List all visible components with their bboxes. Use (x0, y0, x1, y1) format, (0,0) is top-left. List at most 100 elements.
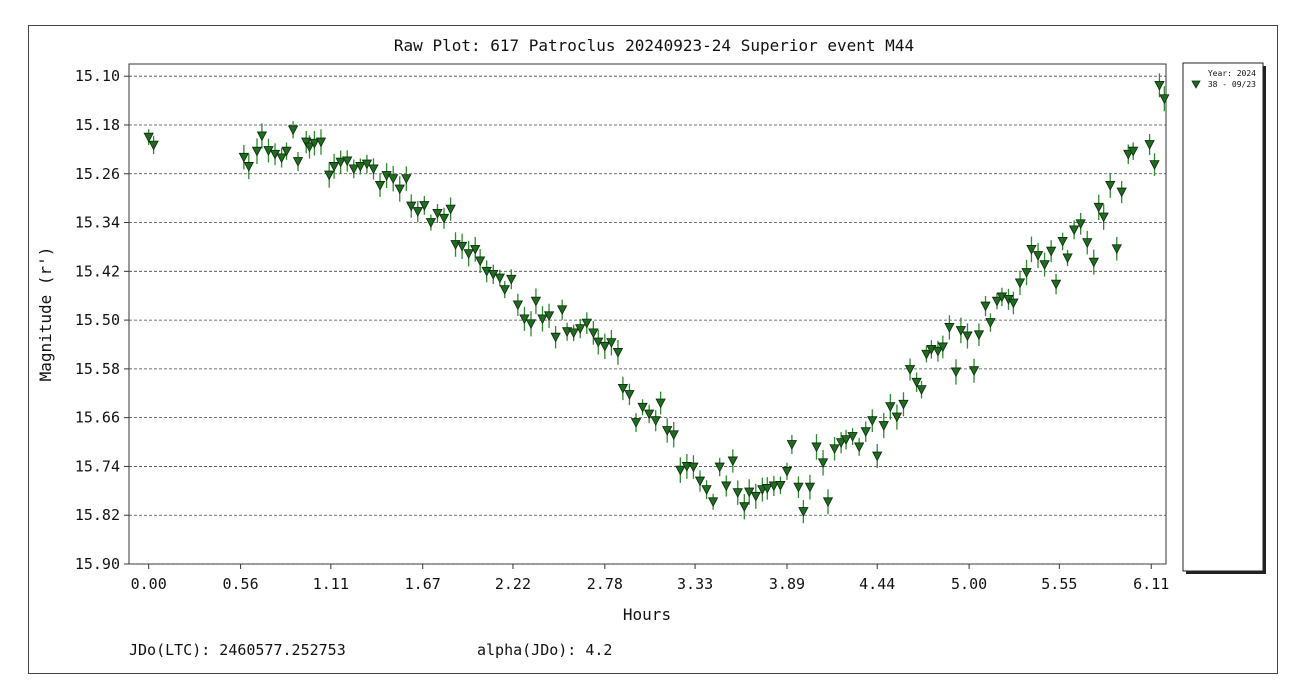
data-point (1111, 244, 1122, 255)
data-point (630, 418, 642, 428)
data-point (793, 482, 804, 493)
data-point (781, 466, 793, 477)
data-point (530, 296, 542, 307)
data-point (309, 138, 320, 149)
y-tick-label: 15.18 (75, 116, 120, 134)
data-point (1159, 94, 1170, 105)
data-point (612, 348, 624, 358)
data-point (1026, 244, 1037, 255)
data-point (328, 162, 340, 172)
data-point (1062, 253, 1073, 264)
data-point (256, 131, 268, 142)
data-point (1128, 146, 1139, 157)
data-point (1082, 238, 1093, 249)
data-point (817, 458, 829, 469)
data-point (537, 314, 548, 325)
data-point (388, 174, 399, 184)
data-point (342, 156, 353, 167)
y-tick-label: 15.50 (75, 311, 120, 329)
y-tick-label: 15.10 (75, 67, 120, 85)
data-point (668, 430, 679, 441)
data-point (973, 330, 985, 341)
data-point (324, 170, 335, 181)
data-point (932, 346, 944, 357)
y-tick-label: 15.58 (75, 360, 120, 378)
data-point (143, 132, 154, 143)
data-point (401, 174, 412, 184)
data-point (281, 146, 292, 157)
data-point (694, 476, 706, 487)
data-point (438, 213, 450, 224)
x-tick-label: 3.33 (677, 575, 713, 593)
data-point (525, 319, 537, 330)
data-point (506, 274, 517, 285)
data-point (840, 435, 852, 445)
data-point (599, 341, 611, 352)
data-point (425, 218, 437, 228)
data-point (675, 465, 686, 476)
x-tick-label: 0.00 (131, 575, 167, 593)
y-tick-label: 15.34 (75, 214, 120, 232)
data-point (512, 300, 524, 311)
data-point (1144, 140, 1155, 150)
legend-title: Year: 2024 (1208, 69, 1256, 78)
data-point (348, 164, 359, 175)
data-point (550, 332, 561, 343)
data-point (721, 481, 732, 492)
data-point (985, 318, 996, 328)
data-point (624, 390, 635, 400)
data-point (980, 301, 991, 312)
chart-canvas: Raw Plot: 617 Patroclus 20240923-24 Supe… (36, 36, 1266, 659)
data-point (1039, 260, 1050, 270)
x-tick-label: 2.78 (587, 575, 623, 593)
data-point (786, 440, 798, 450)
data-point (1149, 160, 1160, 170)
data-point (1088, 257, 1099, 268)
legend-marker (1191, 80, 1201, 89)
data-point (637, 402, 648, 413)
data-point (543, 311, 555, 322)
data-point (606, 338, 617, 349)
data-point (1075, 219, 1086, 230)
data-point (650, 416, 661, 427)
data-point (581, 318, 592, 329)
data-point (921, 349, 932, 360)
data-point (962, 331, 973, 342)
data-point (701, 485, 712, 495)
data-point (292, 157, 304, 167)
data-point (775, 480, 786, 491)
y-tick-label: 15.26 (75, 165, 120, 183)
data-point (406, 201, 417, 212)
data-point (1123, 149, 1134, 160)
data-point (885, 402, 896, 413)
legend: Year: 2024 38 - 09/23 (1182, 62, 1266, 574)
data-point (1014, 278, 1026, 289)
data-point (1105, 180, 1116, 191)
legend-entry: 38 - 09/23 (1208, 80, 1256, 89)
data-point (829, 444, 840, 455)
x-tick-label: 4.44 (859, 575, 895, 593)
data-point (361, 159, 373, 170)
data-point (968, 366, 980, 377)
data-point (822, 497, 834, 508)
data-point (872, 451, 883, 462)
data-point (991, 296, 1003, 307)
data-point (557, 305, 568, 316)
data-point (1093, 202, 1104, 213)
data-point (739, 502, 750, 513)
x-tick-label: 1.11 (313, 575, 349, 593)
data-point (568, 328, 579, 339)
data-point (1057, 237, 1068, 247)
data-point (432, 208, 443, 219)
y-tick-label: 15.66 (75, 409, 120, 427)
data-point (878, 421, 889, 431)
y-tick-label: 15.82 (75, 506, 120, 524)
data-point (1032, 251, 1044, 261)
data-point (860, 427, 871, 438)
data-point (588, 328, 599, 339)
data-point (1068, 225, 1080, 236)
data-point (374, 180, 386, 191)
data-point (727, 456, 738, 467)
data-point (251, 146, 263, 157)
data-point (238, 152, 250, 163)
